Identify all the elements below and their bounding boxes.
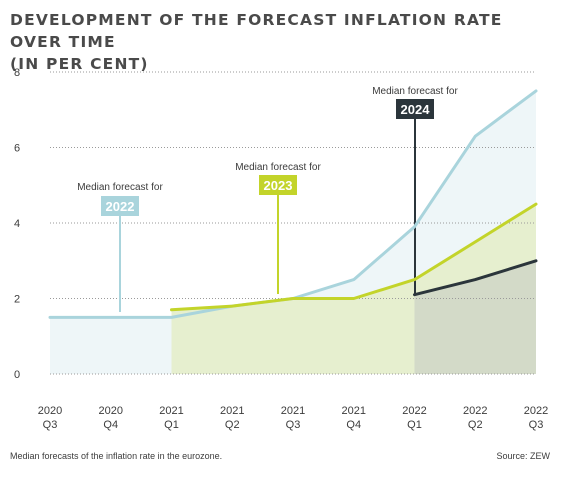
y-tick-labels: 0 2 4 6 8 — [14, 67, 20, 381]
annotation-year-box — [259, 175, 297, 195]
x-tick-year: 2021 — [342, 405, 366, 417]
x-tick-quarter: Q2 — [225, 419, 240, 431]
chart-title: DEVELOPMENT OF THE FORECAST INFLATION RA… — [10, 9, 550, 75]
x-tick-year: 2020 — [38, 405, 62, 417]
x-tick-quarter: Q4 — [103, 419, 118, 431]
y-tick-label: 2 — [14, 294, 20, 306]
area-fill-2024 — [414, 260, 536, 374]
x-tick-quarter: Q2 — [468, 419, 483, 431]
x-tick-quarter: Q1 — [164, 419, 179, 431]
y-tick-label: 8 — [14, 67, 20, 79]
x-tick-year: 2021 — [281, 405, 305, 417]
y-tick-label: 0 — [14, 369, 20, 381]
annotation-text: Median forecast for — [235, 162, 321, 173]
chart-title-line-2: (IN PER CENT) — [10, 55, 149, 73]
x-tick-year: 2021 — [220, 405, 244, 417]
x-tick-quarter: Q1 — [407, 419, 422, 431]
chart-title-line-1: DEVELOPMENT OF THE FORECAST INFLATION RA… — [10, 11, 503, 51]
x-tick-quarter: Q3 — [529, 419, 544, 431]
annotation-year: 2023 — [264, 178, 293, 193]
annotation-text: Median forecast for — [372, 86, 458, 97]
area-fills — [50, 90, 536, 375]
x-tick-year: 2022 — [524, 405, 548, 417]
annotation-text: Median forecast for — [77, 182, 163, 193]
series-line-2024 — [413, 259, 538, 297]
annotation-year: 2022 — [106, 199, 135, 214]
x-tick-year: 2020 — [99, 405, 123, 417]
footer-source: Source: ZEW — [496, 451, 550, 461]
series-line-2023 — [170, 202, 538, 312]
x-tick-year: 2022 — [463, 405, 487, 417]
annotation-year-box — [101, 196, 139, 216]
series-lines — [48, 89, 538, 319]
x-tick-quarter: Q3 — [43, 419, 58, 431]
x-tick-year: 2021 — [159, 405, 183, 417]
annotation-year-box — [396, 99, 434, 119]
x-tick-year: 2022 — [402, 405, 426, 417]
annotation-year: 2024 — [401, 102, 431, 117]
annotations: Median forecast for 2022 Median forecast f… — [77, 86, 458, 312]
x-tick-labels: 2020 Q3 2020 Q4 2021 Q1 2021 Q2 2021 Q3 2021 Q4 2022… — [38, 405, 548, 431]
x-tick-quarter: Q3 — [286, 419, 301, 431]
x-tick-quarter: Q4 — [346, 419, 361, 431]
y-tick-label: 6 — [14, 143, 20, 155]
gridlines — [50, 71, 536, 375]
y-tick-label: 4 — [14, 218, 20, 230]
footer-note: Median forecasts of the inflation rate i… — [10, 451, 223, 461]
